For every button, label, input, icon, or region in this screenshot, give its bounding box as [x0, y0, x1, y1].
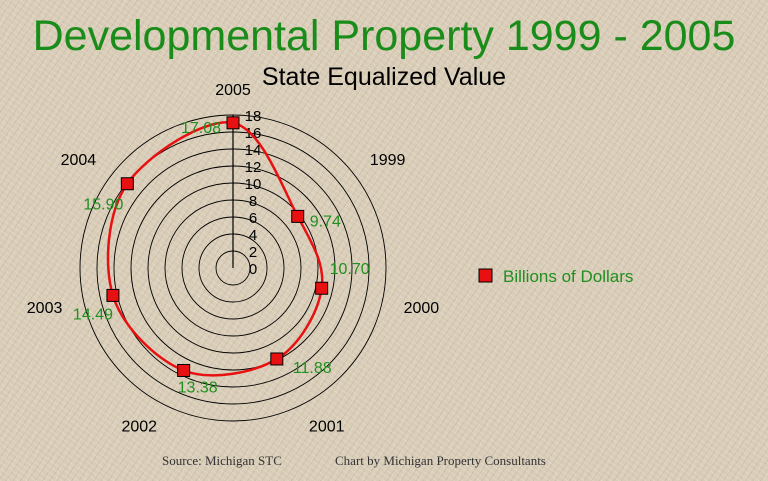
radial-grid	[79, 114, 387, 422]
data-point-2005	[226, 116, 240, 130]
data-point-1999	[291, 209, 305, 223]
data-point-2002	[177, 363, 191, 377]
radial-tick-label: 14	[245, 142, 262, 159]
legend-label: Billions of Dollars	[503, 267, 633, 286]
data-label-2000: 10.70	[330, 261, 370, 278]
radial-tick-label: 10	[245, 176, 262, 193]
legend: Billions of Dollars	[478, 267, 633, 286]
radial-tick-label: 12	[245, 159, 262, 176]
footer-source: Source: Michigan STC	[162, 453, 282, 468]
legend-marker	[478, 268, 493, 283]
category-label: 1999	[370, 152, 406, 169]
radial-tick-label: 6	[249, 210, 257, 227]
category-label: 2005	[215, 82, 251, 99]
footer-credit: Chart by Michigan Property Consultants	[335, 453, 546, 468]
data-label-2002: 13.38	[178, 379, 218, 396]
series-line	[106, 121, 324, 377]
data-point-2001	[270, 352, 284, 366]
data-point-2003	[106, 288, 120, 302]
radial-tick-label: 16	[245, 125, 262, 142]
series-billions-of-dollars	[106, 116, 329, 377]
data-label-2001: 11.88	[293, 360, 332, 377]
radial-tick-label: 0	[249, 261, 257, 278]
data-label-2003: 14.49	[73, 306, 113, 323]
category-labels: 1999 2000 2001 2002 2003 2004 2005	[27, 82, 440, 436]
data-point-2000	[315, 281, 329, 295]
radial-tick-label: 8	[249, 193, 257, 210]
chart-subtitle: State Equalized Value	[262, 63, 506, 91]
data-label-2005: 17.08	[181, 120, 221, 137]
data-point-2004	[120, 177, 134, 191]
category-label: 2004	[61, 152, 97, 169]
category-label: 2000	[404, 300, 440, 317]
data-label-2004: 15.90	[83, 197, 123, 214]
radial-tick-label: 4	[249, 227, 257, 244]
category-label: 2003	[27, 300, 63, 317]
category-label: 2002	[121, 419, 157, 436]
radial-tick-label: 18	[245, 108, 262, 125]
chart-title: Developmental Property 1999 - 2005	[33, 12, 736, 60]
category-label: 2001	[309, 419, 345, 436]
radial-tick-label: 2	[249, 244, 257, 261]
data-label-1999: 9.74	[310, 213, 341, 230]
data-labels: 9.74 10.70 11.88 13.38 14.49 15.90 17.08	[73, 120, 370, 397]
